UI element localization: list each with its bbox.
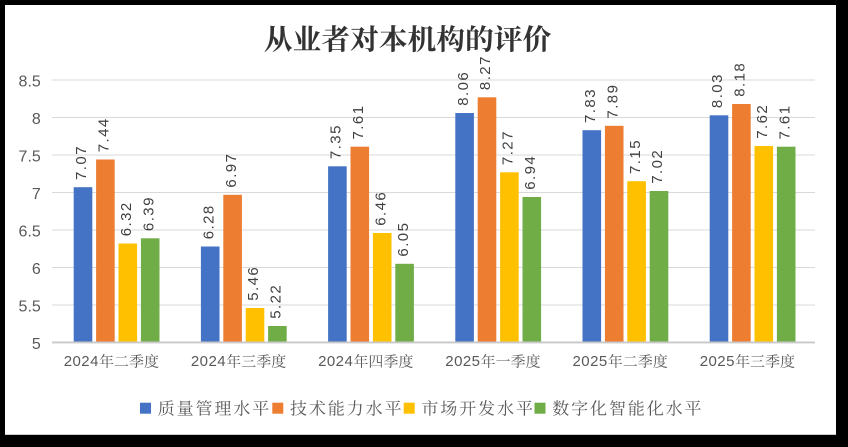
svg-text:7: 7 [32, 186, 41, 203]
svg-text:2024: 2024 [318, 353, 353, 370]
svg-text:2024: 2024 [191, 353, 226, 370]
svg-text:8: 8 [32, 111, 41, 128]
svg-text:6: 6 [32, 261, 41, 278]
svg-text:7.61: 7.61 [350, 105, 367, 140]
svg-text:7.07: 7.07 [73, 145, 90, 180]
svg-text:7.15: 7.15 [627, 139, 644, 174]
svg-text:8.5: 8.5 [19, 73, 41, 90]
svg-text:6.5: 6.5 [19, 223, 41, 240]
svg-text:5.5: 5.5 [19, 298, 41, 315]
svg-text:5.22: 5.22 [268, 284, 285, 319]
svg-text:7.83: 7.83 [582, 88, 599, 123]
svg-text:6.28: 6.28 [200, 204, 217, 239]
svg-text:6.46: 6.46 [372, 191, 389, 226]
svg-text:2025: 2025 [445, 353, 480, 370]
svg-text:6.97: 6.97 [223, 153, 240, 188]
svg-text:7.62: 7.62 [754, 104, 771, 139]
svg-text:6.94: 6.94 [522, 155, 539, 190]
svg-text:7.5: 7.5 [19, 148, 41, 165]
svg-text:5.46: 5.46 [245, 266, 262, 301]
svg-text:2025: 2025 [700, 353, 735, 370]
svg-text:6.32: 6.32 [118, 201, 135, 236]
svg-text:8.06: 8.06 [455, 71, 472, 106]
svg-text:6.05: 6.05 [395, 222, 412, 257]
svg-text:7.44: 7.44 [96, 117, 113, 152]
svg-text:2024: 2024 [64, 353, 99, 370]
svg-text:6.39: 6.39 [140, 196, 157, 231]
svg-text:7.27: 7.27 [500, 130, 517, 165]
svg-text:7.61: 7.61 [776, 105, 793, 140]
svg-text:8.27: 8.27 [477, 55, 494, 90]
svg-text:2025: 2025 [573, 353, 608, 370]
svg-text:7.02: 7.02 [649, 149, 666, 184]
svg-text:5: 5 [32, 336, 41, 353]
svg-text:8.18: 8.18 [732, 62, 749, 97]
svg-text:7.35: 7.35 [328, 124, 345, 159]
svg-text:8.03: 8.03 [709, 73, 726, 108]
svg-text:7.89: 7.89 [604, 84, 621, 119]
